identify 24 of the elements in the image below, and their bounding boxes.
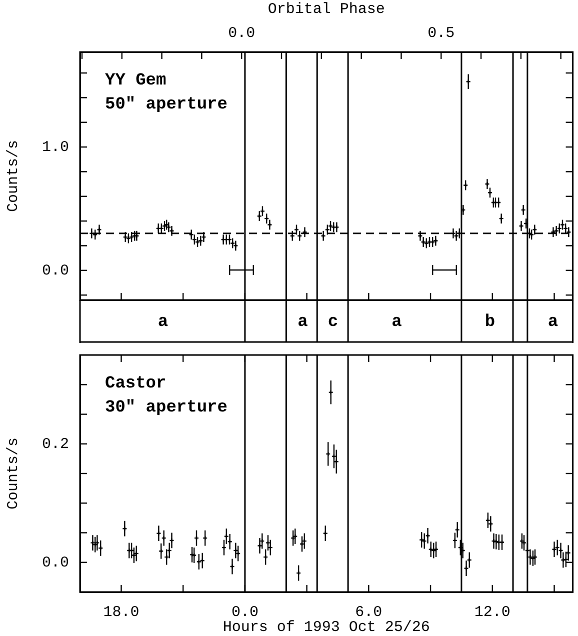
annotation: Castor — [105, 374, 166, 394]
text: c — [328, 312, 338, 332]
y-tick-label: 0.2 — [42, 436, 69, 453]
annotation: 30″ aperture — [105, 398, 228, 418]
x-tick-label: 6.0 — [355, 604, 382, 621]
x-axis-title: Hours of 1993 Oct 25/26 — [222, 618, 430, 636]
annotation: YY Gem — [105, 71, 166, 90]
x2-tick-label: 0.5 — [428, 24, 455, 42]
x-tick-label: 18.0 — [103, 604, 140, 621]
x2-tick-label: 0.0 — [228, 24, 256, 42]
x-tick-label: 0.0 — [231, 604, 258, 621]
y-tick-label: 0.0 — [42, 554, 69, 572]
y-axis-title: Counts/s — [4, 437, 22, 510]
text: a — [298, 312, 308, 332]
y-tick-label: 1.0 — [42, 138, 69, 156]
text: b — [484, 312, 496, 332]
y-tick-label: 0.0 — [42, 262, 69, 280]
x2-axis-title: Orbital Phase — [268, 0, 385, 18]
text: a — [158, 312, 168, 332]
annotation: 50″ aperture — [105, 95, 228, 114]
y-axis-title: Counts/s — [4, 140, 22, 212]
text: a — [548, 312, 558, 332]
text: a — [392, 312, 402, 332]
x-tick-label: 12.0 — [474, 604, 510, 621]
